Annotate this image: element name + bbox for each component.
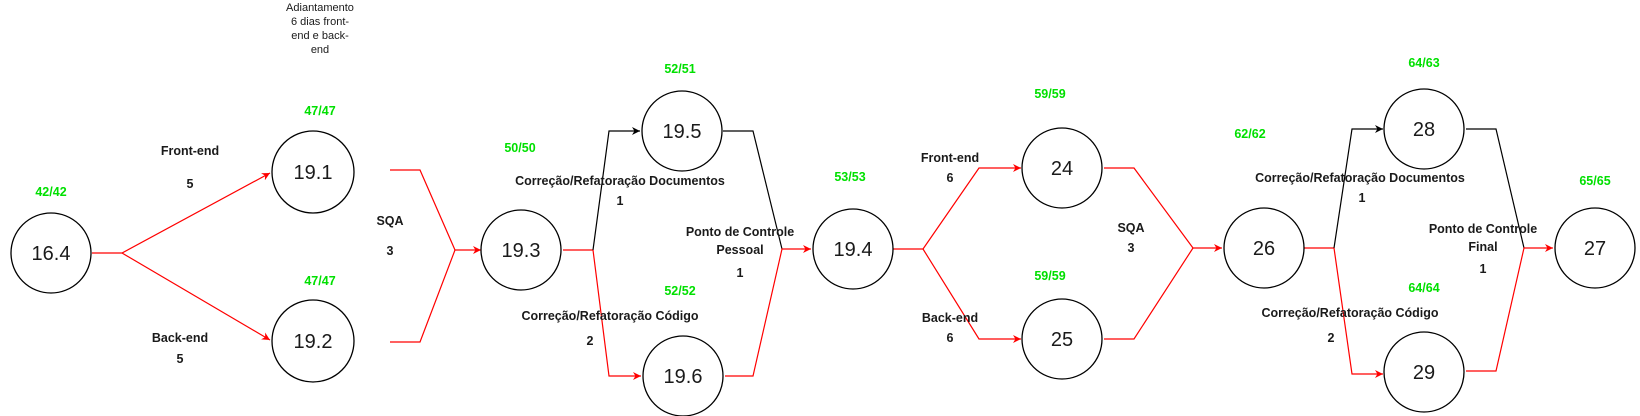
activity-backend-1-name: Back-end bbox=[152, 331, 208, 345]
node-label: 19.2 bbox=[294, 331, 333, 353]
activity-checkpoint-2-name: Ponto de Controle bbox=[1429, 222, 1537, 236]
node-19.5: 19.5 bbox=[641, 90, 723, 172]
activity-docs-2-duration: 1 bbox=[1359, 191, 1366, 205]
edge-19.6-19.4 bbox=[725, 245, 811, 377]
node-label: 16.4 bbox=[32, 243, 71, 265]
activity-checkpoint-1-name: Ponto de Controle bbox=[686, 225, 794, 239]
slack-16.4: 42/42 bbox=[35, 185, 66, 199]
activity-code-1-duration: 2 bbox=[587, 334, 594, 348]
activity-sqa-2-name: SQA bbox=[1117, 221, 1144, 235]
node-label: 19.1 bbox=[294, 162, 333, 184]
edge-19.5-19.4 bbox=[723, 130, 783, 250]
node-19.2: 19.2 bbox=[271, 299, 355, 383]
edge-24-26 bbox=[1104, 167, 1222, 252]
edge-25-26 bbox=[1104, 247, 1194, 340]
edge-19.2-19.3 bbox=[390, 249, 456, 343]
activity-backend-1-duration: 5 bbox=[177, 352, 184, 366]
note-adiantamento: Adiantamento 6 dias front- end e back- e… bbox=[286, 2, 354, 56]
node-29: 29 bbox=[1383, 331, 1465, 413]
node-label: 19.5 bbox=[663, 121, 702, 143]
node-26: 26 bbox=[1223, 207, 1305, 289]
activity-backend-2-name: Back-end bbox=[922, 311, 978, 325]
note-line: end e back- bbox=[291, 30, 349, 42]
node-27: 27 bbox=[1554, 207, 1636, 289]
note-line: end bbox=[311, 44, 329, 56]
node-19.6: 19.6 bbox=[642, 335, 724, 416]
slack-19.1: 47/47 bbox=[304, 104, 335, 118]
slack-25: 59/59 bbox=[1034, 269, 1065, 283]
node-label: 27 bbox=[1584, 238, 1606, 260]
note-line: 6 dias front- bbox=[291, 16, 349, 28]
activity-frontend-1-duration: 5 bbox=[187, 177, 194, 191]
slack-26: 62/62 bbox=[1234, 127, 1265, 141]
activity-backend-2-duration: 6 bbox=[947, 331, 954, 345]
activity-checkpoint-2-duration: 1 bbox=[1480, 262, 1487, 276]
activity-sqa-1-duration: 3 bbox=[387, 244, 394, 258]
activity-code-1-name: Correção/Refatoração Código bbox=[521, 309, 698, 323]
node-28: 28 bbox=[1383, 88, 1465, 170]
node-label: 19.6 bbox=[664, 366, 703, 388]
slack-28: 64/63 bbox=[1408, 56, 1439, 70]
activity-code-2-duration: 2 bbox=[1328, 331, 1335, 345]
slack-29: 64/64 bbox=[1408, 281, 1439, 295]
slack-19.4: 53/53 bbox=[834, 170, 865, 184]
node-19.1: 19.1 bbox=[271, 130, 355, 214]
node-19.3: 19.3 bbox=[480, 209, 562, 291]
edge-29-27 bbox=[1466, 244, 1553, 372]
slack-27: 65/65 bbox=[1579, 174, 1610, 188]
edges bbox=[92, 125, 1553, 380]
node-label: 29 bbox=[1413, 362, 1435, 384]
node-19.4: 19.4 bbox=[812, 208, 894, 290]
slack-19.5: 52/51 bbox=[664, 62, 695, 76]
slack-19.3: 50/50 bbox=[504, 141, 535, 155]
node-label: 25 bbox=[1051, 329, 1073, 351]
node-16.4: 16.4 bbox=[10, 212, 92, 294]
activity-sqa-1-name: SQA bbox=[376, 214, 403, 228]
edge-19.1-19.3 bbox=[390, 169, 481, 254]
activity-code-2-name: Correção/Refatoração Código bbox=[1261, 306, 1438, 320]
node-24: 24 bbox=[1021, 127, 1103, 209]
activity-checkpoint-1-name2: Pessoal bbox=[716, 243, 763, 257]
edge-19.3-19.5 bbox=[592, 127, 640, 251]
edge-16.4-19.1 bbox=[92, 172, 271, 254]
edge-19.3-19.6 bbox=[592, 249, 641, 380]
edge-19.4-25 bbox=[922, 248, 1021, 343]
slack-19.2: 47/47 bbox=[304, 274, 335, 288]
activity-frontend-2-duration: 6 bbox=[947, 171, 954, 185]
node-label: 26 bbox=[1253, 238, 1275, 260]
activity-checkpoint-1-duration: 1 bbox=[737, 266, 744, 280]
edge-26-28 bbox=[1333, 125, 1383, 249]
slack-labels: 42/42 47/47 47/47 50/50 52/51 52/52 53/5… bbox=[35, 56, 1610, 298]
activity-docs-1-name: Correção/Refatoração Documentos bbox=[515, 174, 725, 188]
edge-28-27 bbox=[1466, 128, 1525, 249]
node-label: 28 bbox=[1413, 119, 1435, 141]
slack-19.6: 52/52 bbox=[664, 284, 695, 298]
edge-16.4-19.2 bbox=[121, 252, 271, 341]
activity-sqa-2-duration: 3 bbox=[1128, 241, 1135, 255]
activity-checkpoint-2-name2: Final bbox=[1468, 240, 1497, 254]
node-label: 24 bbox=[1051, 158, 1073, 180]
edge-19.4-24 bbox=[893, 164, 1021, 250]
activity-docs-2-name: Correção/Refatoração Documentos bbox=[1255, 171, 1465, 185]
slack-24: 59/59 bbox=[1034, 87, 1065, 101]
node-label: 19.4 bbox=[834, 239, 873, 261]
activity-frontend-2-name: Front-end bbox=[921, 151, 979, 165]
node-25: 25 bbox=[1021, 298, 1103, 380]
activity-labels: Front-end 5 Back-end 5 SQA 3 Correção/Re… bbox=[152, 144, 1537, 366]
activity-docs-1-duration: 1 bbox=[617, 194, 624, 208]
note-line: Adiantamento bbox=[286, 2, 354, 14]
activity-frontend-1-name: Front-end bbox=[161, 144, 219, 158]
node-label: 19.3 bbox=[502, 240, 541, 262]
edge-26-29 bbox=[1333, 247, 1383, 378]
